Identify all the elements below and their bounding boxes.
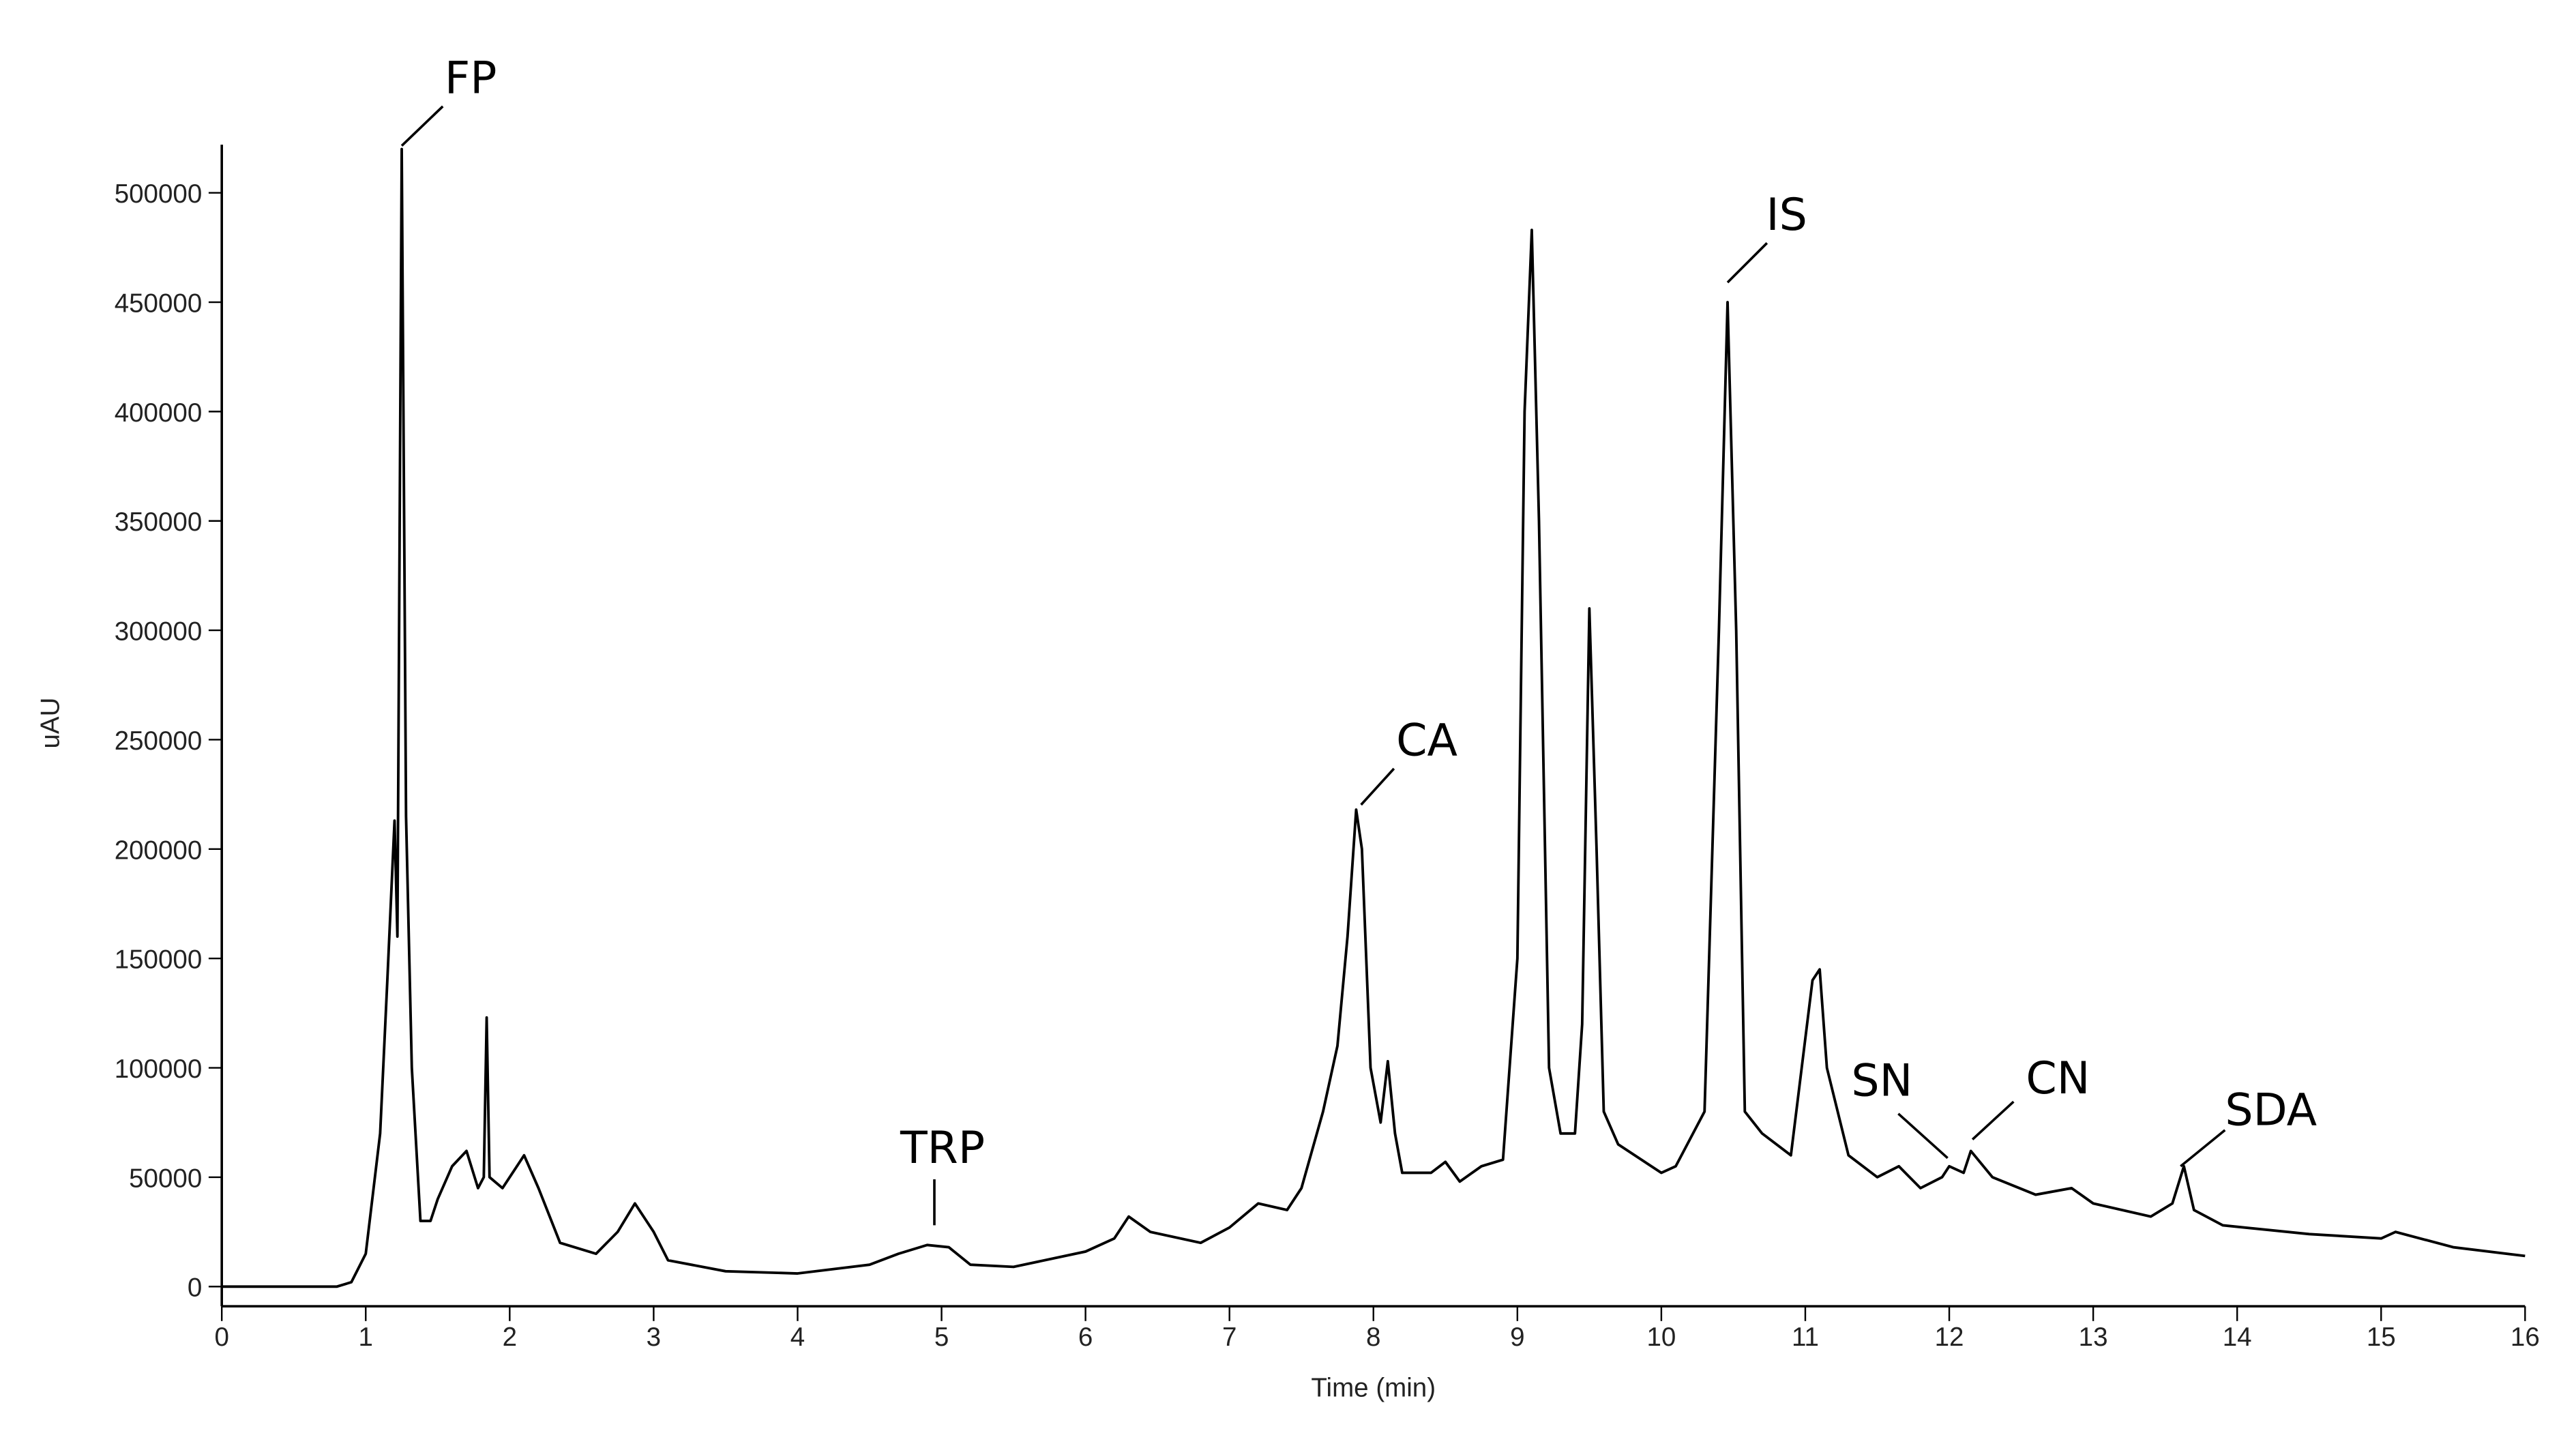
x-tick-label: 6: [1078, 1323, 1093, 1352]
x-tick-label: 14: [2223, 1323, 2252, 1352]
x-tick-label: 10: [1646, 1323, 1676, 1352]
annotation-leader: [1971, 1100, 2015, 1140]
x-tick-label: 2: [503, 1323, 517, 1352]
y-tick-label: 450000: [115, 289, 203, 318]
chromatogram-line: [222, 147, 2526, 1288]
y-tick-label: 150000: [115, 945, 203, 975]
x-axis-label: Time (min): [1311, 1374, 1436, 1403]
y-tick-label: 350000: [115, 507, 203, 537]
x-tick-label: 3: [647, 1323, 661, 1352]
y-tick-label: 250000: [115, 726, 203, 756]
x-tick-label: 0: [214, 1323, 228, 1352]
x-tick-label: 1: [359, 1323, 373, 1352]
annotation-label: FP: [445, 53, 497, 104]
annotation-leader: [400, 105, 444, 147]
y-tick-label: 100000: [115, 1054, 203, 1084]
annotation-label: SDA: [2225, 1085, 2317, 1136]
y-tick-label: 500000: [115, 179, 203, 209]
x-tick-label: 11: [1792, 1323, 1819, 1352]
annotation-leader: [1726, 242, 1768, 284]
annotation-label: SN: [1851, 1055, 1912, 1106]
y-tick-label: 0: [188, 1273, 202, 1303]
x-tick-label: 7: [1222, 1323, 1237, 1352]
annotation-label: IS: [1766, 190, 1807, 241]
x-tick-label: 4: [790, 1323, 805, 1352]
annotation-leader: [2180, 1129, 2226, 1168]
x-tick-label: 12: [1935, 1323, 1964, 1352]
annotation-label: CN: [2026, 1053, 2090, 1104]
annotation-label: TRP: [900, 1123, 985, 1174]
y-tick-label: 200000: [115, 836, 203, 865]
y-tick-label: 400000: [115, 398, 203, 428]
y-tick-label: 50000: [129, 1164, 202, 1193]
x-tick-label: 16: [2511, 1323, 2540, 1352]
x-tick-label: 15: [2367, 1323, 2396, 1352]
annotation-leader: [1360, 767, 1395, 806]
x-tick-label: 9: [1510, 1323, 1524, 1352]
y-tick-label: 300000: [115, 617, 203, 647]
x-tick-label: 8: [1366, 1323, 1380, 1352]
annotation-leader: [1897, 1112, 1949, 1160]
x-tick-label: 5: [934, 1323, 949, 1352]
y-axis-label: uAU: [36, 698, 65, 749]
x-tick-label: 13: [2079, 1323, 2108, 1352]
annotation-label: CA: [1396, 715, 1457, 767]
